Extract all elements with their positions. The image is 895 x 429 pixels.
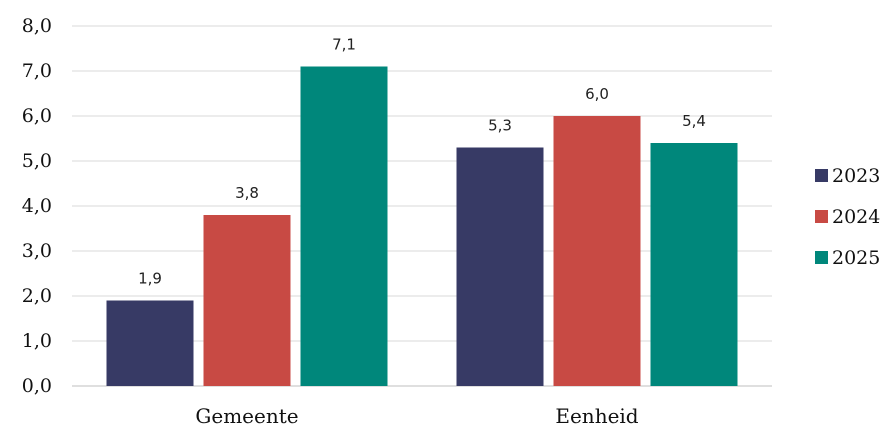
legend-label: 2025	[832, 247, 880, 269]
legend-swatch	[815, 251, 828, 264]
data-label: 1,9	[138, 270, 162, 288]
data-label: 5,3	[488, 117, 512, 135]
y-tick-label: 0,0	[22, 375, 52, 397]
data-label: 7,1	[332, 36, 356, 54]
bars	[106, 66, 738, 386]
x-axis-categories: Gemeente Eenheid	[195, 404, 638, 428]
data-labels: 1,9 3,8 7,1 5,3 6,0 5,4	[138, 36, 706, 288]
bar-2025-eenheid	[650, 143, 738, 386]
legend-item-2025: 2025	[815, 247, 880, 269]
y-tick-label: 4,0	[22, 195, 52, 217]
bar-2023-eenheid	[456, 147, 544, 386]
y-tick-label: 1,0	[22, 330, 52, 352]
y-tick-label: 2,0	[22, 285, 52, 307]
data-label: 6,0	[585, 85, 609, 103]
bar-2024-gemeente	[203, 215, 291, 386]
data-label: 5,4	[682, 112, 706, 130]
y-tick-label: 7,0	[22, 60, 52, 82]
y-tick-label: 8,0	[22, 15, 52, 37]
legend-label: 2023	[832, 165, 880, 187]
legend: 2023 2024 2025	[815, 165, 880, 269]
bar-2024-eenheid	[553, 116, 641, 386]
y-tick-label: 3,0	[22, 240, 52, 262]
bar-2023-gemeente	[106, 300, 194, 386]
y-tick-label: 5,0	[22, 150, 52, 172]
data-label: 3,8	[235, 184, 259, 202]
y-tick-label: 6,0	[22, 105, 52, 127]
legend-item-2024: 2024	[815, 206, 880, 228]
category-label-gemeente: Gemeente	[195, 404, 298, 428]
legend-label: 2024	[832, 206, 880, 228]
category-label-eenheid: Eenheid	[555, 404, 638, 428]
legend-item-2023: 2023	[815, 165, 880, 187]
legend-swatch	[815, 210, 828, 223]
y-axis-ticks: 0,0 1,0 2,0 3,0 4,0 5,0 6,0 7,0 8,0	[22, 15, 52, 397]
bar-2025-gemeente	[300, 66, 388, 386]
legend-swatch	[815, 169, 828, 182]
